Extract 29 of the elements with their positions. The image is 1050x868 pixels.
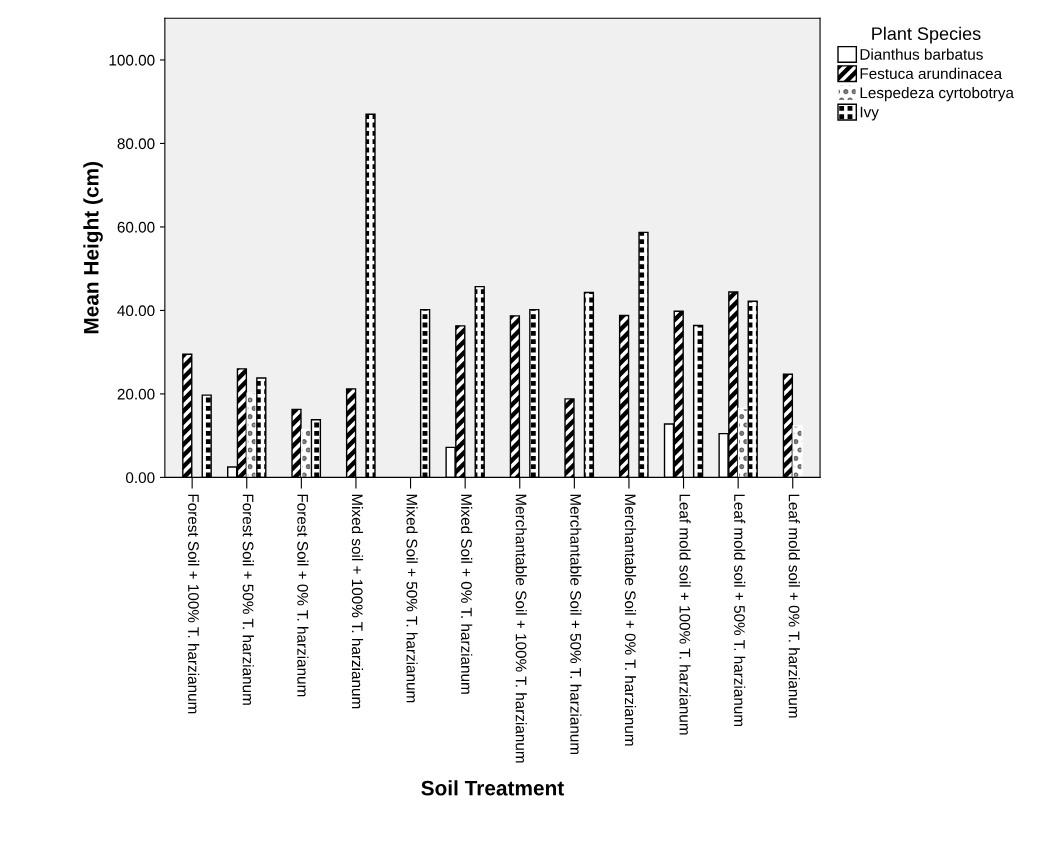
- legend-label: Dianthus barbatus: [860, 48, 983, 60]
- y-tick-label: 40.00: [117, 305, 155, 317]
- x-tick-label: Mixed Soil + 0% T. harzianum: [461, 494, 473, 694]
- legend-label: Ivy: [860, 106, 879, 121]
- x-tick-label: Merchantable Soil + 50% T. harzianum: [570, 494, 582, 755]
- y-axis-title: Mean Height (cm): [83, 162, 103, 334]
- y-tick-label: 20.00: [117, 388, 155, 400]
- x-tick-label: Leaf mold soil + 50% T. harzianum: [734, 494, 746, 727]
- x-tick-label: Leaf mold soil + 0% T. harzianum: [788, 494, 800, 718]
- x-tick-label: Forest Soil + 0% T. harzianum: [297, 494, 309, 697]
- x-tick-label: Forest Soil + 100% T. harzianum: [188, 494, 200, 714]
- bar: [737, 407, 749, 478]
- bar: [301, 428, 312, 478]
- x-tick-label: Merchantable Soil + 0% T. harzianum: [624, 494, 637, 746]
- x-tick-label: Forest Soil + 50% T. harzianum: [242, 494, 254, 705]
- bar: [246, 392, 257, 478]
- x-axis-title: Soil Treatment: [421, 780, 564, 796]
- y-tick-label: 0.00: [125, 472, 155, 484]
- x-tick-label: Leaf mold soil + 100% T. harzianum: [679, 494, 691, 735]
- bar: [792, 425, 803, 478]
- legend-label: Lespedeza cyrtobotrya: [860, 86, 1014, 102]
- y-tick-label: 60.00: [117, 221, 155, 233]
- legend-label: Festuca arundinacea: [860, 67, 1003, 80]
- y-tick-label: 80.00: [117, 138, 155, 150]
- legend-title: Plant Species: [872, 26, 981, 44]
- x-tick-label: Mixed Soil + 50% T. harzianum: [406, 494, 418, 703]
- y-tick-label: 100.00: [109, 54, 155, 66]
- x-tick-label: Merchantable Soil + 100% T. harzianum: [515, 494, 527, 763]
- x-tick-label: Mixed soil + 100% T. harzianum: [351, 494, 364, 709]
